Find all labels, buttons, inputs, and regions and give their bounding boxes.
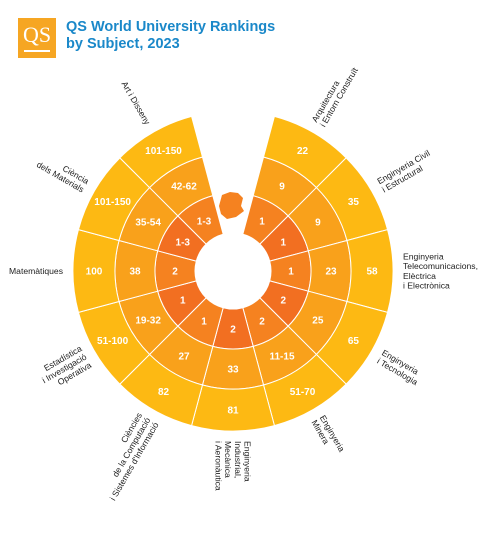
value-inner-8: 2 <box>172 267 178 278</box>
category-label-line: Elèctrica <box>403 271 436 281</box>
title-line-1: QS World University Rankings <box>66 19 276 35</box>
value-outer-4: 51-70 <box>290 387 316 398</box>
value-inner-4: 2 <box>259 317 265 328</box>
value-middle-1: 9 <box>315 218 321 229</box>
value-middle-3: 25 <box>312 316 324 327</box>
category-label-line: Industrial, <box>233 441 243 478</box>
value-inner-10: 1-3 <box>197 216 212 227</box>
value-outer-10: 101-150 <box>145 146 182 157</box>
value-outer-5: 81 <box>227 406 239 417</box>
category-label-line: i Aeronàutica <box>214 441 224 491</box>
value-middle-4: 11-15 <box>269 351 294 362</box>
ring-segments <box>72 115 394 432</box>
value-middle-8: 38 <box>129 267 141 278</box>
value-outer-9: 101-150 <box>94 197 131 208</box>
europe-map-icon <box>206 117 254 219</box>
category-label-line: i Electrònica <box>403 280 450 290</box>
value-outer-6: 82 <box>158 387 170 398</box>
value-inner-0: 1 <box>259 216 265 227</box>
value-outer-2: 58 <box>366 267 378 278</box>
value-inner-2: 1 <box>288 267 294 278</box>
value-middle-9: 35-54 <box>135 218 161 229</box>
value-middle-6: 27 <box>178 351 190 362</box>
value-middle-5: 33 <box>227 365 239 376</box>
logo-rule <box>24 50 50 52</box>
value-outer-1: 35 <box>348 197 360 208</box>
value-inner-6: 1 <box>201 317 207 328</box>
qs-logo: QS <box>18 18 56 58</box>
value-outer-3: 65 <box>348 336 360 347</box>
value-middle-2: 23 <box>325 267 337 278</box>
value-inner-7: 1 <box>180 296 186 307</box>
value-middle-0: 9 <box>279 182 285 193</box>
value-middle-7: 19-32 <box>135 316 161 327</box>
value-outer-0: 22 <box>297 146 309 157</box>
category-label-line: Art i Disseny <box>120 80 153 127</box>
category-label-line: Telecomunicacions, <box>403 261 478 271</box>
ring-values: 1 9 22 1 9 35 1 23 58 2 25 65 2 11-15 51-70 2 33 81 1 27 82 1… <box>86 146 378 416</box>
value-inner-9: 1-3 <box>176 238 191 249</box>
value-inner-5: 2 <box>230 325 236 336</box>
value-outer-8: 100 <box>86 267 103 278</box>
category-label-10: Art i Disseny <box>120 80 153 127</box>
value-outer-7: 51-100 <box>97 336 129 347</box>
category-label-line: Matemàtiques <box>9 266 63 276</box>
category-label-8: Matemàtiques <box>9 266 63 276</box>
category-label-line: Mecànica <box>223 441 233 478</box>
category-label-line: Enginyeria <box>242 441 252 482</box>
segment-outer-10 <box>119 115 204 189</box>
value-middle-10: 42-62 <box>171 182 197 193</box>
logo-text: QS <box>22 22 52 47</box>
category-label-line: Enginyeria <box>403 252 444 262</box>
value-inner-3: 2 <box>280 296 286 307</box>
value-inner-1: 1 <box>280 238 286 249</box>
chart-title: QS World University Rankings by Subject,… <box>66 19 275 53</box>
title-line-2: by Subject, 2023 <box>66 36 180 52</box>
